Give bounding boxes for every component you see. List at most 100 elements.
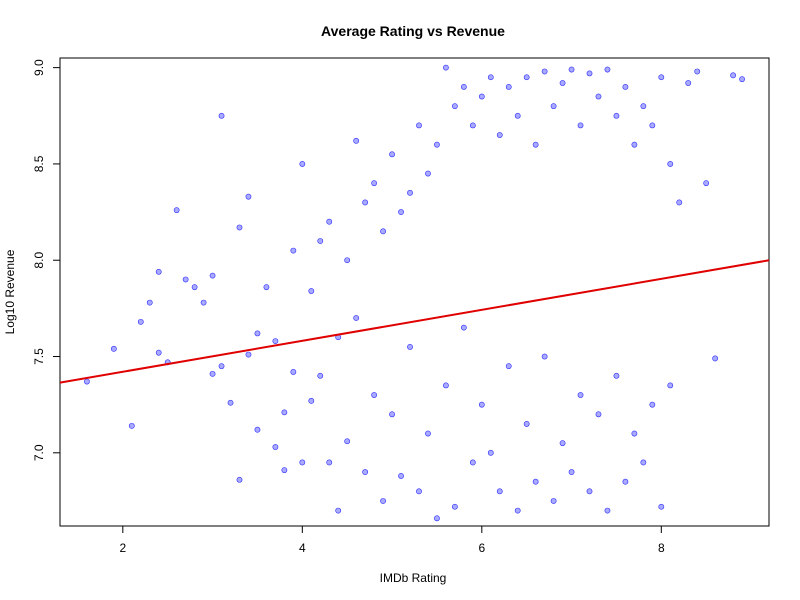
data-point (281, 409, 288, 416)
data-point (218, 112, 225, 119)
data-point (712, 355, 719, 362)
data-point (523, 74, 530, 81)
data-point (649, 401, 656, 408)
data-point (514, 112, 521, 119)
data-point (478, 401, 485, 408)
data-point (496, 488, 503, 495)
data-point (227, 399, 234, 406)
data-point (667, 161, 674, 167)
plot-frame (59, 57, 770, 527)
data-point (173, 207, 180, 214)
data-point (443, 382, 449, 389)
data-point (434, 141, 440, 148)
data-point (649, 122, 656, 129)
data-point (398, 473, 404, 479)
data-point (523, 421, 530, 427)
data-point (541, 353, 548, 360)
data-point (398, 209, 404, 215)
data-point (84, 378, 90, 385)
x-tick-label: 8 (658, 541, 665, 555)
data-point (407, 189, 413, 196)
data-point (487, 449, 494, 456)
data-point (353, 315, 360, 321)
y-tick-label: 7.0 (32, 444, 46, 461)
data-point (658, 74, 665, 81)
data-point (317, 372, 324, 379)
data-point (344, 257, 351, 264)
data-point (236, 224, 243, 231)
data-point (416, 122, 422, 129)
data-point (586, 488, 593, 495)
data-point (146, 299, 153, 306)
data-point (425, 430, 431, 437)
x-axis: 2 4 6 8 (119, 526, 665, 555)
data-point (703, 180, 710, 187)
data-point (425, 170, 431, 177)
x-tick-label: 4 (299, 541, 306, 555)
data-point (416, 488, 422, 495)
data-point (380, 228, 386, 235)
data-point (469, 459, 476, 466)
data-point (577, 122, 584, 129)
data-point (631, 430, 638, 437)
data-point (200, 299, 207, 306)
y-tick-label: 7.5 (32, 348, 46, 365)
y-axis-title: Log10 Revenue (3, 249, 17, 334)
data-point (631, 141, 638, 148)
data-point (532, 141, 539, 148)
data-point (299, 459, 306, 466)
data-point (460, 83, 467, 90)
data-point (299, 161, 306, 167)
data-point (263, 284, 270, 291)
data-point (353, 137, 360, 144)
data-point (344, 438, 351, 445)
data-point (209, 370, 216, 377)
data-point (658, 503, 665, 510)
chart-title: Average Rating vs Revenue (321, 23, 505, 39)
data-point (272, 444, 279, 450)
data-point (245, 351, 252, 358)
data-point (550, 103, 557, 110)
data-point (541, 68, 548, 75)
points-layer (84, 64, 745, 522)
data-point (128, 422, 135, 429)
data-point (595, 93, 602, 100)
data-point (380, 498, 386, 504)
data-point (362, 199, 369, 206)
data-point (730, 72, 737, 79)
data-point (407, 343, 413, 350)
data-point (335, 507, 342, 514)
data-point (326, 218, 333, 225)
data-point (622, 478, 629, 485)
x-axis-title: IMDb Rating (380, 571, 447, 585)
data-point (640, 103, 647, 110)
data-point (110, 345, 117, 352)
data-point (550, 498, 557, 504)
data-point (559, 440, 566, 447)
data-point (137, 318, 144, 325)
data-point (685, 80, 692, 86)
data-point (236, 476, 243, 483)
data-point (371, 392, 378, 398)
data-point (460, 324, 467, 331)
data-point (272, 338, 279, 345)
data-point (613, 112, 620, 119)
x-tick-label: 6 (478, 541, 485, 555)
data-point (317, 238, 324, 244)
data-point (667, 382, 674, 389)
x-tick-label: 2 (119, 541, 126, 555)
data-point (559, 80, 566, 86)
data-point (505, 363, 512, 370)
data-point (568, 66, 575, 73)
data-point (245, 193, 252, 200)
y-axis: 7.0 7.5 8.0 8.5 9.0 (32, 59, 60, 461)
y-tick-label: 9.0 (32, 59, 46, 76)
data-point (326, 459, 333, 466)
data-point (191, 284, 198, 291)
data-point (676, 199, 683, 206)
data-point (478, 93, 485, 100)
data-point (290, 369, 297, 375)
data-point (371, 180, 378, 187)
data-point (254, 426, 261, 433)
